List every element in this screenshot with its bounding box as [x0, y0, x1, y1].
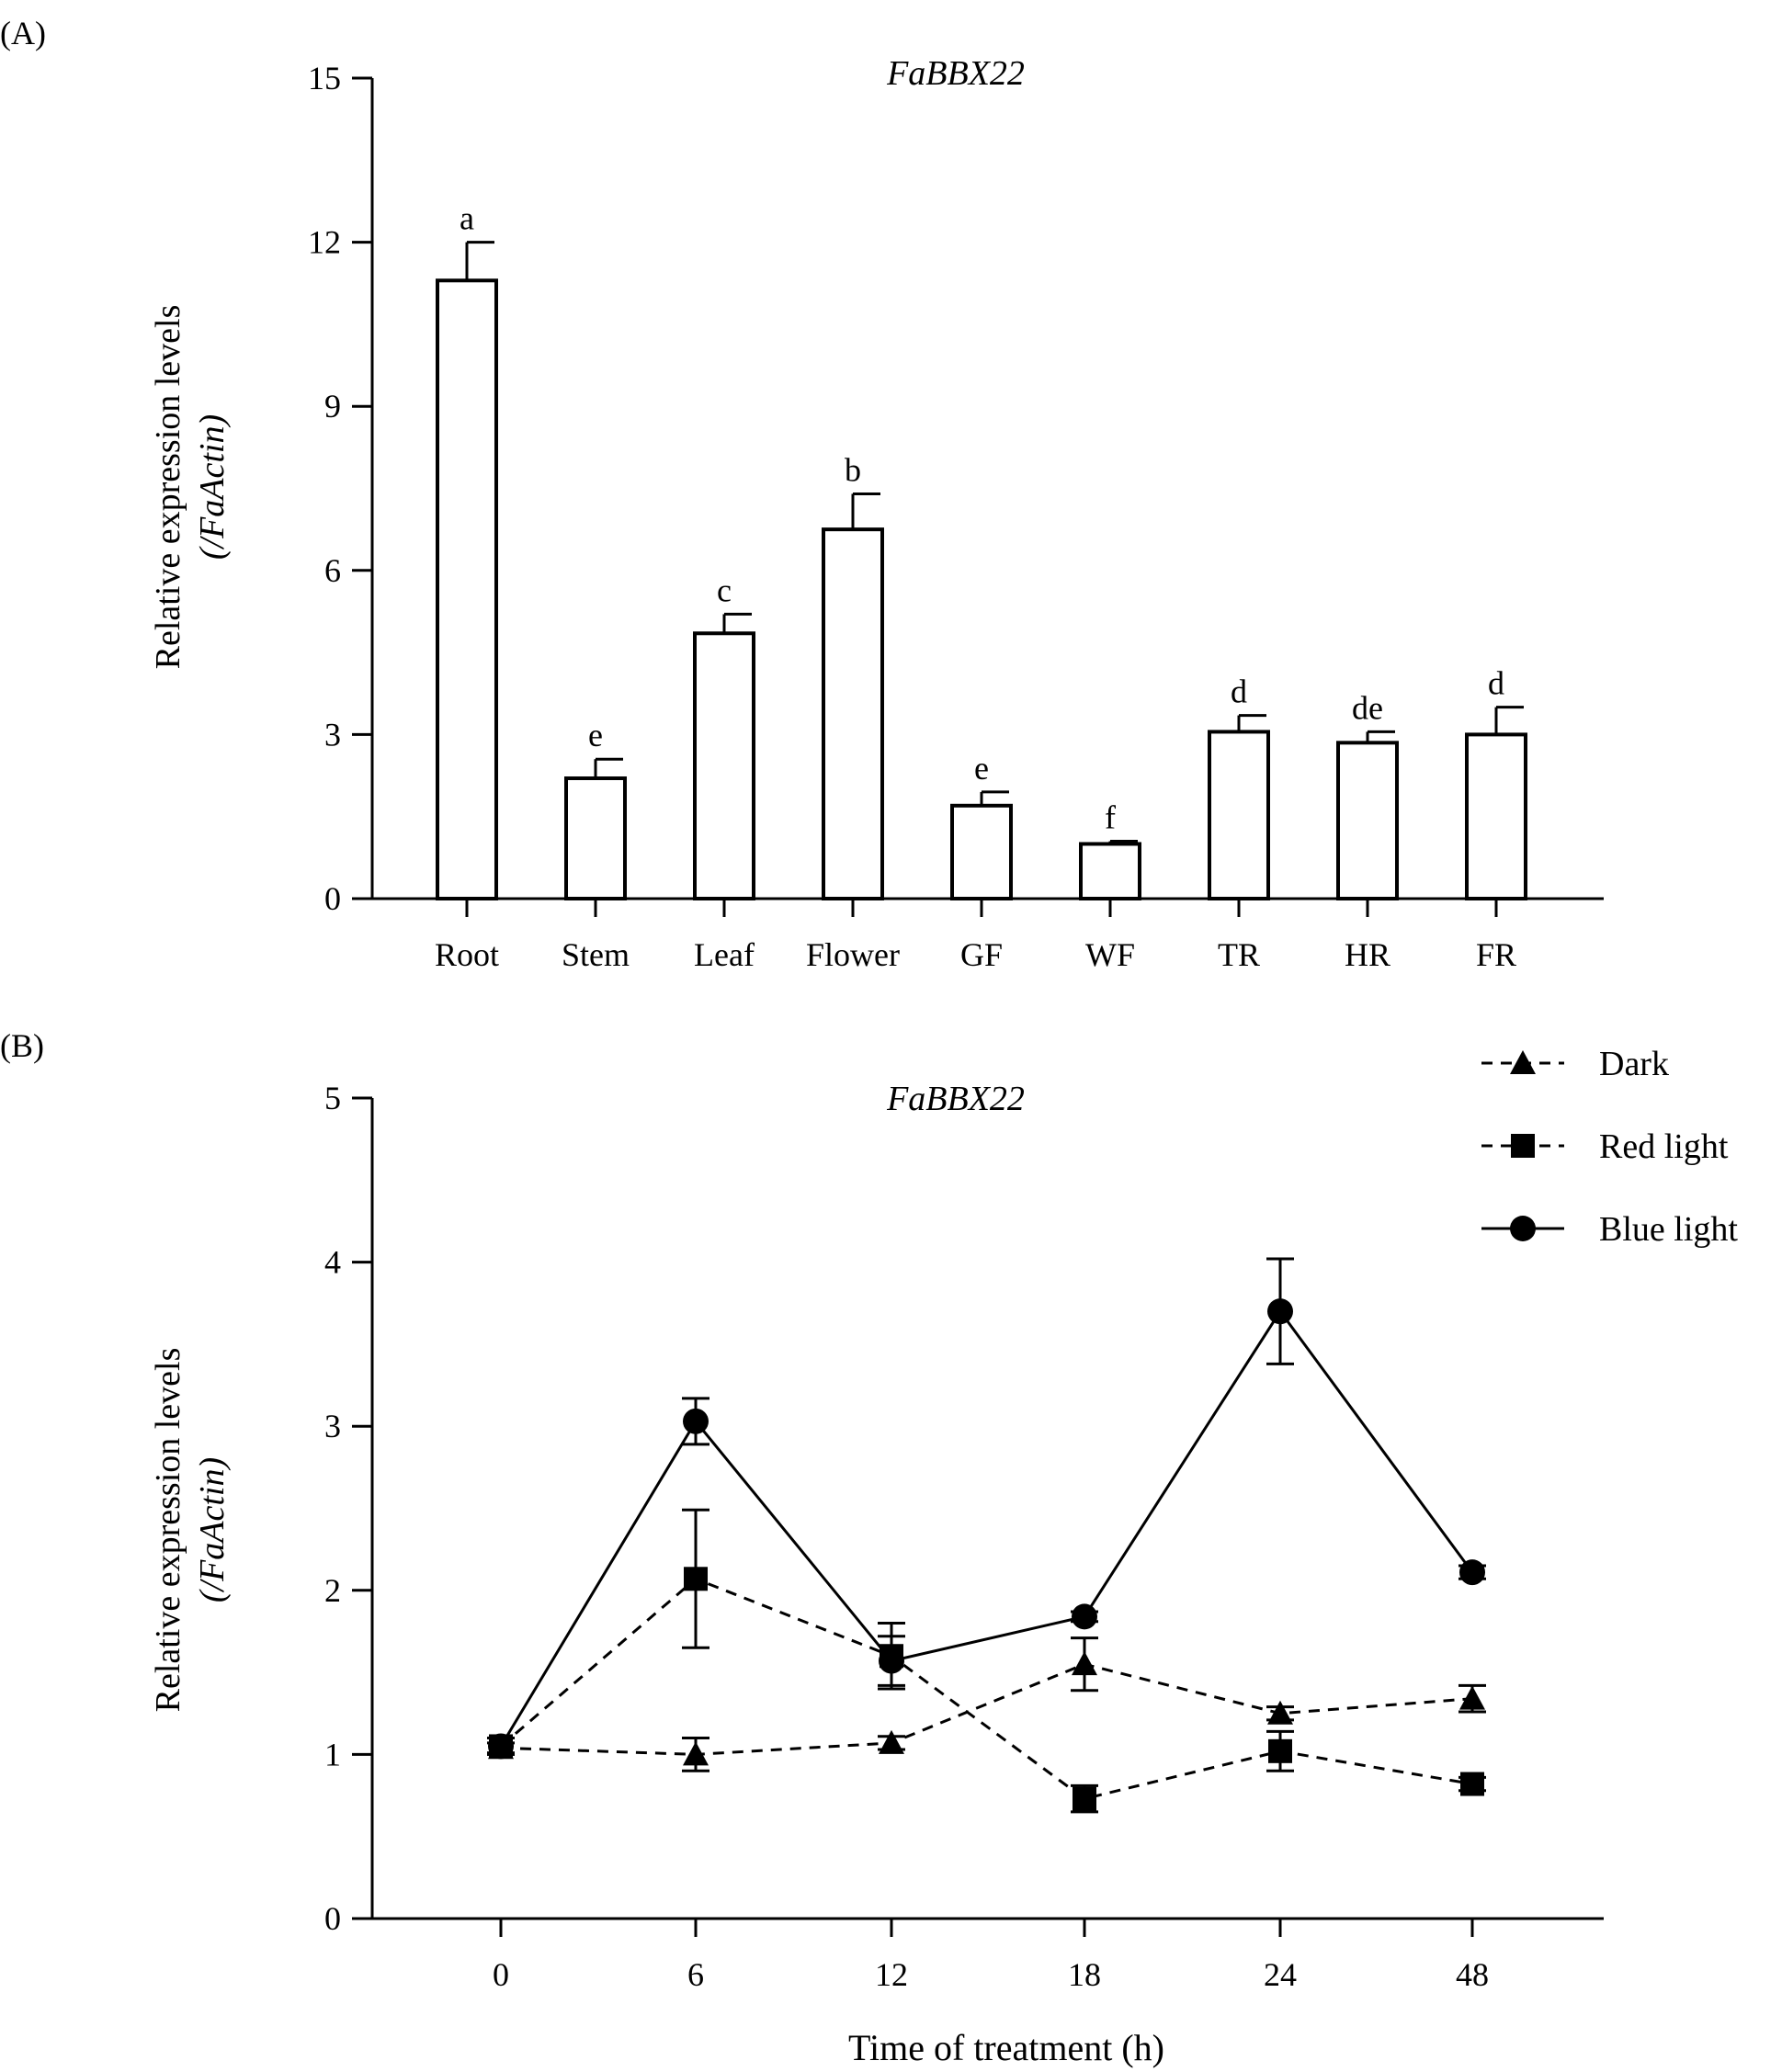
panel-a-y-tick-label: 15: [308, 60, 341, 96]
panel-b-x-tick-label: 12: [875, 1956, 908, 1993]
significance-letter: a: [460, 200, 474, 237]
panel-b-x-tick-label: 24: [1264, 1956, 1297, 1993]
panel-b-ylabel-line1: Relative expression levels: [149, 1348, 187, 1713]
legend-marker: [1511, 1134, 1535, 1158]
significance-letter: c: [717, 572, 732, 608]
bar: [822, 527, 884, 901]
data-point: [1460, 1772, 1484, 1796]
panel-a: (A) FaBBX22 Relative expression levels (…: [0, 15, 1604, 973]
panel-a-ylabel: Relative expression levels (/FaActin): [149, 305, 232, 670]
panel-a-y-tick-label: 6: [324, 552, 341, 589]
panel-a-ylabel-line2: (/FaActin): [193, 414, 232, 560]
panel-b-y-tick-label: 1: [324, 1736, 341, 1772]
panel-b-y-tick-label: 2: [324, 1572, 341, 1609]
significance-letter: de: [1352, 689, 1383, 726]
panel-b-title: FaBBX22: [886, 1080, 1025, 1118]
significance-letter: e: [588, 717, 603, 753]
legend-label: Dark: [1599, 1045, 1669, 1083]
panel-a-x-tick-label: TR: [1218, 936, 1260, 973]
panel-a-y-tick-label: 0: [324, 880, 341, 917]
bar: [1208, 730, 1270, 900]
data-point: [684, 1567, 708, 1591]
panel-b-series: [487, 1257, 1486, 1814]
data-point: [1268, 1738, 1292, 1763]
legend-marker: [1510, 1050, 1536, 1074]
legend-item: Dark: [1481, 1045, 1669, 1083]
panel-a-axes: 0 3 6 9 12 15 Root Stem Leaf Flower GF WF TR HR FR: [308, 60, 1604, 973]
data-point: [879, 1647, 904, 1674]
panel-b-ylabel: Relative expression levels (/FaActin): [149, 1348, 232, 1713]
legend-label: Red light: [1599, 1127, 1729, 1166]
panel-a-y-tick-label: 9: [324, 388, 341, 425]
panel-b-y-tick-label: 0: [324, 1900, 341, 1937]
panel-b-xlabel: Time of treatment (h): [848, 2027, 1164, 2068]
panel-b-x-tick-label: 6: [687, 1956, 704, 1993]
panel-a-label: (A): [0, 15, 46, 51]
panel-a-x-tick-label: FR: [1476, 936, 1516, 973]
data-point: [1267, 1700, 1293, 1725]
series-dark: [487, 1636, 1486, 1772]
data-point: [879, 1729, 904, 1754]
significance-letter: d: [1231, 674, 1247, 710]
data-point: [1072, 1603, 1097, 1630]
series-line: [499, 1308, 1474, 1748]
legend-item: Red light: [1481, 1127, 1729, 1166]
significance-letter: f: [1105, 798, 1116, 835]
panel-a-ylabel-line1: Relative expression levels: [149, 305, 187, 670]
series-line: [500, 1662, 1473, 1756]
data-point: [1459, 1559, 1485, 1586]
legend-item: Blue light: [1481, 1210, 1738, 1249]
panel-a-x-tick-label: Flower: [806, 936, 900, 973]
panel-b-label: (B): [0, 1027, 44, 1064]
significance-letter: b: [845, 451, 861, 488]
bar: [1336, 741, 1399, 901]
legend-label: Blue light: [1599, 1210, 1738, 1249]
data-point: [488, 1733, 514, 1760]
panel-a-y-tick-label: 12: [308, 224, 341, 261]
panel-a-title: FaBBX22: [886, 54, 1025, 93]
data-point: [1459, 1685, 1485, 1710]
data-point: [683, 1741, 709, 1766]
panel-b-y-tick-label: 4: [324, 1244, 341, 1281]
panel-a-x-tick-label: GF: [960, 936, 1003, 973]
panel-b-legend: Dark Red light Blue light: [1481, 1045, 1738, 1249]
bar: [1079, 842, 1141, 901]
legend-marker: [1510, 1216, 1536, 1241]
panel-b-x-tick-label: 0: [493, 1956, 509, 1993]
significance-letter: e: [974, 750, 989, 787]
panel-a-x-tick-label: Leaf: [694, 936, 755, 973]
bar: [1465, 732, 1527, 901]
panel-b-y-tick-label: 5: [324, 1080, 341, 1116]
data-point: [683, 1408, 709, 1434]
panel-b: (B) FaBBX22 Relative expression levels (…: [0, 1027, 1738, 2068]
series-blue-light: [487, 1257, 1486, 1760]
data-point: [1073, 1786, 1096, 1811]
panel-a-y-tick-label: 3: [324, 716, 341, 753]
panel-a-x-tick-label: Root: [435, 936, 499, 973]
series-red-light: [487, 1508, 1486, 1814]
panel-b-x-tick-label: 18: [1068, 1956, 1101, 1993]
bar: [436, 278, 498, 901]
panel-a-x-tick-label: WF: [1085, 936, 1135, 973]
panel-a-x-tick-label: Stem: [562, 936, 630, 973]
bar: [950, 803, 1013, 900]
data-point: [1072, 1651, 1097, 1676]
data-point: [1267, 1298, 1293, 1325]
panel-a-x-tick-label: HR: [1345, 936, 1390, 973]
bar: [693, 631, 755, 900]
panel-b-y-tick-label: 3: [324, 1408, 341, 1444]
bar: [564, 776, 627, 900]
panel-b-ylabel-line2: (/FaActin): [193, 1457, 232, 1602]
significance-letter: d: [1488, 665, 1504, 702]
panel-a-bars: a e c b e f d de d: [436, 200, 1527, 901]
series-line: [500, 1577, 1473, 1801]
panel-b-x-tick-label: 48: [1456, 1956, 1489, 1993]
